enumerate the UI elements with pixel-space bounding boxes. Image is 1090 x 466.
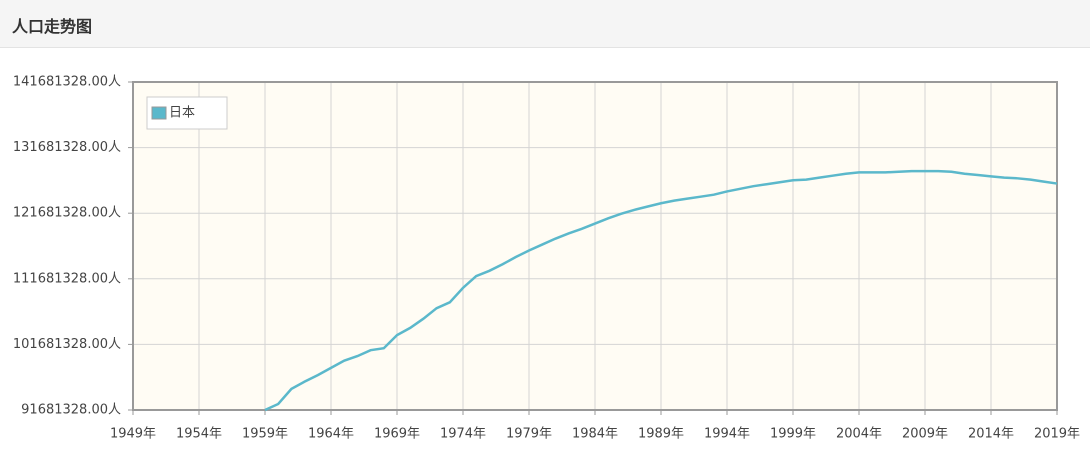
y-tick-label: 121681328.00人 xyxy=(13,206,121,221)
x-tick-label: 1954年 xyxy=(176,427,222,442)
y-tick-label: 131681328.00人 xyxy=(13,140,121,155)
x-tick-label: 1964年 xyxy=(308,427,354,442)
x-tick-label: 2009年 xyxy=(902,427,948,442)
y-tick-label: 111681328.00人 xyxy=(13,271,121,286)
y-tick-label: 101681328.00人 xyxy=(13,337,121,352)
data-line xyxy=(264,169,1058,412)
x-tick-label: 1994年 xyxy=(704,427,750,442)
header-title: 人口走势图 xyxy=(0,0,1090,48)
x-tick-label: 1959年 xyxy=(242,427,288,442)
x-tick-label: 2014年 xyxy=(968,427,1014,442)
x-tick-label: 1969年 xyxy=(374,427,420,442)
x-tick-label: 2019年 xyxy=(1034,427,1080,442)
x-tick-label: 1984年 xyxy=(572,427,618,442)
x-tick-label: 2004年 xyxy=(836,427,882,442)
y-tick-label: 91681328.00人 xyxy=(21,403,121,418)
x-tick-label: 1989年 xyxy=(638,427,684,442)
x-tick-label: 1949年 xyxy=(110,427,156,442)
chart: 91681328.00人 101681328.00人 111681328.00人 12… xyxy=(13,75,1080,442)
x-tick-label: 1974年 xyxy=(440,427,486,442)
plot-border xyxy=(132,81,1058,411)
legend: 日本 xyxy=(146,96,228,130)
x-tick-label: 1979年 xyxy=(506,427,552,442)
y-tick-label: 141681328.00人 xyxy=(13,75,121,90)
x-tick-label: 1999年 xyxy=(770,427,816,442)
legend-label: 日本 xyxy=(169,106,195,121)
legend-swatch xyxy=(151,106,167,120)
